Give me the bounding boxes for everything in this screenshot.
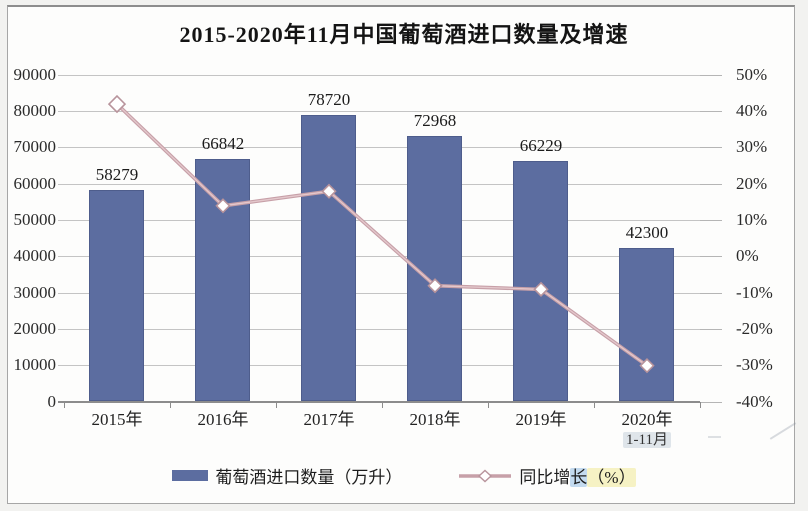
right-axis-tick-label: 20% xyxy=(736,174,768,193)
bar-value-label: 42300 xyxy=(625,223,669,242)
left-axis-tick-label: 60000 xyxy=(13,174,57,193)
legend-line-label: 同比增长（%） xyxy=(519,463,636,488)
left-axis-tick-label: 50000 xyxy=(13,210,57,229)
x-axis-line xyxy=(58,401,700,403)
x-axis-label-2016年: 2016年 xyxy=(197,410,249,429)
left-axis-tick-label: 20000 xyxy=(13,319,57,338)
left-axis-tick-label: 0 xyxy=(47,392,57,411)
line-marker-diamond xyxy=(321,183,337,199)
gridline xyxy=(58,329,700,330)
legend-line-label-pre: 同比增 xyxy=(519,468,571,487)
right-axis-tick xyxy=(700,220,722,221)
right-axis-tick-label: -40% xyxy=(736,392,773,411)
line-marker-diamond xyxy=(533,281,549,297)
bar-value-label: 78720 xyxy=(307,90,351,109)
x-axis-label-2018年: 2018年 xyxy=(409,410,461,429)
bar-value-label: 66229 xyxy=(519,136,563,155)
x-axis-tick xyxy=(594,402,595,408)
right-axis-tick xyxy=(700,329,722,330)
bar-2019年 xyxy=(513,161,568,401)
bar-value-label: 72968 xyxy=(413,111,457,130)
line-marker-diamond xyxy=(639,358,655,374)
bar-value-label: 58279 xyxy=(95,165,139,184)
gridline xyxy=(58,365,700,366)
left-axis-tick-label: 10000 xyxy=(13,355,57,374)
right-axis-tick-label: 40% xyxy=(736,101,768,120)
legend-item-line: 同比增长（%） xyxy=(458,463,636,488)
right-axis-tick xyxy=(700,184,722,185)
growth-line-layer xyxy=(107,94,655,374)
legend: 葡萄酒进口数量（万升） 同比增长（%） xyxy=(0,463,808,488)
line-series-swatch xyxy=(459,469,512,482)
bar-2017年 xyxy=(301,115,356,401)
line-marker-diamond xyxy=(215,198,231,214)
gridline xyxy=(58,293,700,294)
x-axis-label-2020年: 2020年 xyxy=(621,410,673,429)
x-axis-label-2015年: 2015年 xyxy=(91,410,143,429)
gridline xyxy=(58,75,700,76)
right-axis-tick xyxy=(700,75,722,76)
x-axis-tick xyxy=(700,402,701,408)
x-axis-tick xyxy=(382,402,383,408)
bar-2015年 xyxy=(89,190,144,401)
x-axis-sublabel: 1-11月 xyxy=(595,431,699,449)
x-axis-tick xyxy=(488,402,489,408)
legend-line-marker xyxy=(478,469,493,482)
right-axis-tick xyxy=(700,147,722,148)
bar-series-swatch xyxy=(172,470,209,481)
watermark-artifact xyxy=(708,436,721,438)
right-axis-tick xyxy=(700,293,722,294)
gridline xyxy=(58,220,700,221)
chart-title: 2015-2020年11月中国葡萄酒进口数量及增速 xyxy=(179,22,629,47)
right-axis-tick-label: -30% xyxy=(736,355,773,374)
x-axis-sublabel-text: 1-11月 xyxy=(623,432,671,448)
right-axis-tick-label: -10% xyxy=(736,283,773,302)
right-axis-tick xyxy=(700,402,722,403)
x-axis-label-2017年: 2017年 xyxy=(303,410,355,429)
right-axis-tick-label: -20% xyxy=(736,319,773,338)
left-axis-tick-label: 80000 xyxy=(13,101,57,120)
gridline xyxy=(58,111,700,112)
x-axis-label-2019年: 2019年 xyxy=(515,410,567,429)
right-axis-tick-label: 0% xyxy=(736,246,759,265)
growth-line xyxy=(115,102,649,368)
gridline xyxy=(58,256,700,257)
left-axis-tick-label: 70000 xyxy=(13,137,57,156)
left-axis-tick-label: 30000 xyxy=(13,283,57,302)
x-axis-tick xyxy=(170,402,171,408)
x-axis-tick xyxy=(276,402,277,408)
right-axis-tick-label: 30% xyxy=(736,137,768,156)
right-axis-tick xyxy=(700,256,722,257)
legend-bar-label: 葡萄酒进口数量（万升） xyxy=(215,468,403,487)
gridline xyxy=(58,147,700,148)
left-axis-tick-label: 40000 xyxy=(13,246,57,265)
right-axis-tick-label: 50% xyxy=(736,65,768,84)
legend-item-bars: 葡萄酒进口数量（万升） xyxy=(172,463,402,488)
bar-2020年 xyxy=(619,248,674,401)
right-axis-tick xyxy=(700,365,722,366)
left-axis-tick-label: 90000 xyxy=(13,65,57,84)
bar-value-label: 66842 xyxy=(201,134,245,153)
right-axis-tick-label: 10% xyxy=(736,210,768,229)
growth-line xyxy=(116,103,648,367)
right-axis-tick xyxy=(700,111,722,112)
gridline xyxy=(58,184,700,185)
legend-line-label-suffix: （%） xyxy=(587,468,636,487)
legend-line-label-highlight: 长 xyxy=(570,468,588,487)
line-marker-diamond xyxy=(427,278,443,294)
x-axis-tick xyxy=(64,402,65,408)
line-marker-diamond xyxy=(107,94,127,114)
